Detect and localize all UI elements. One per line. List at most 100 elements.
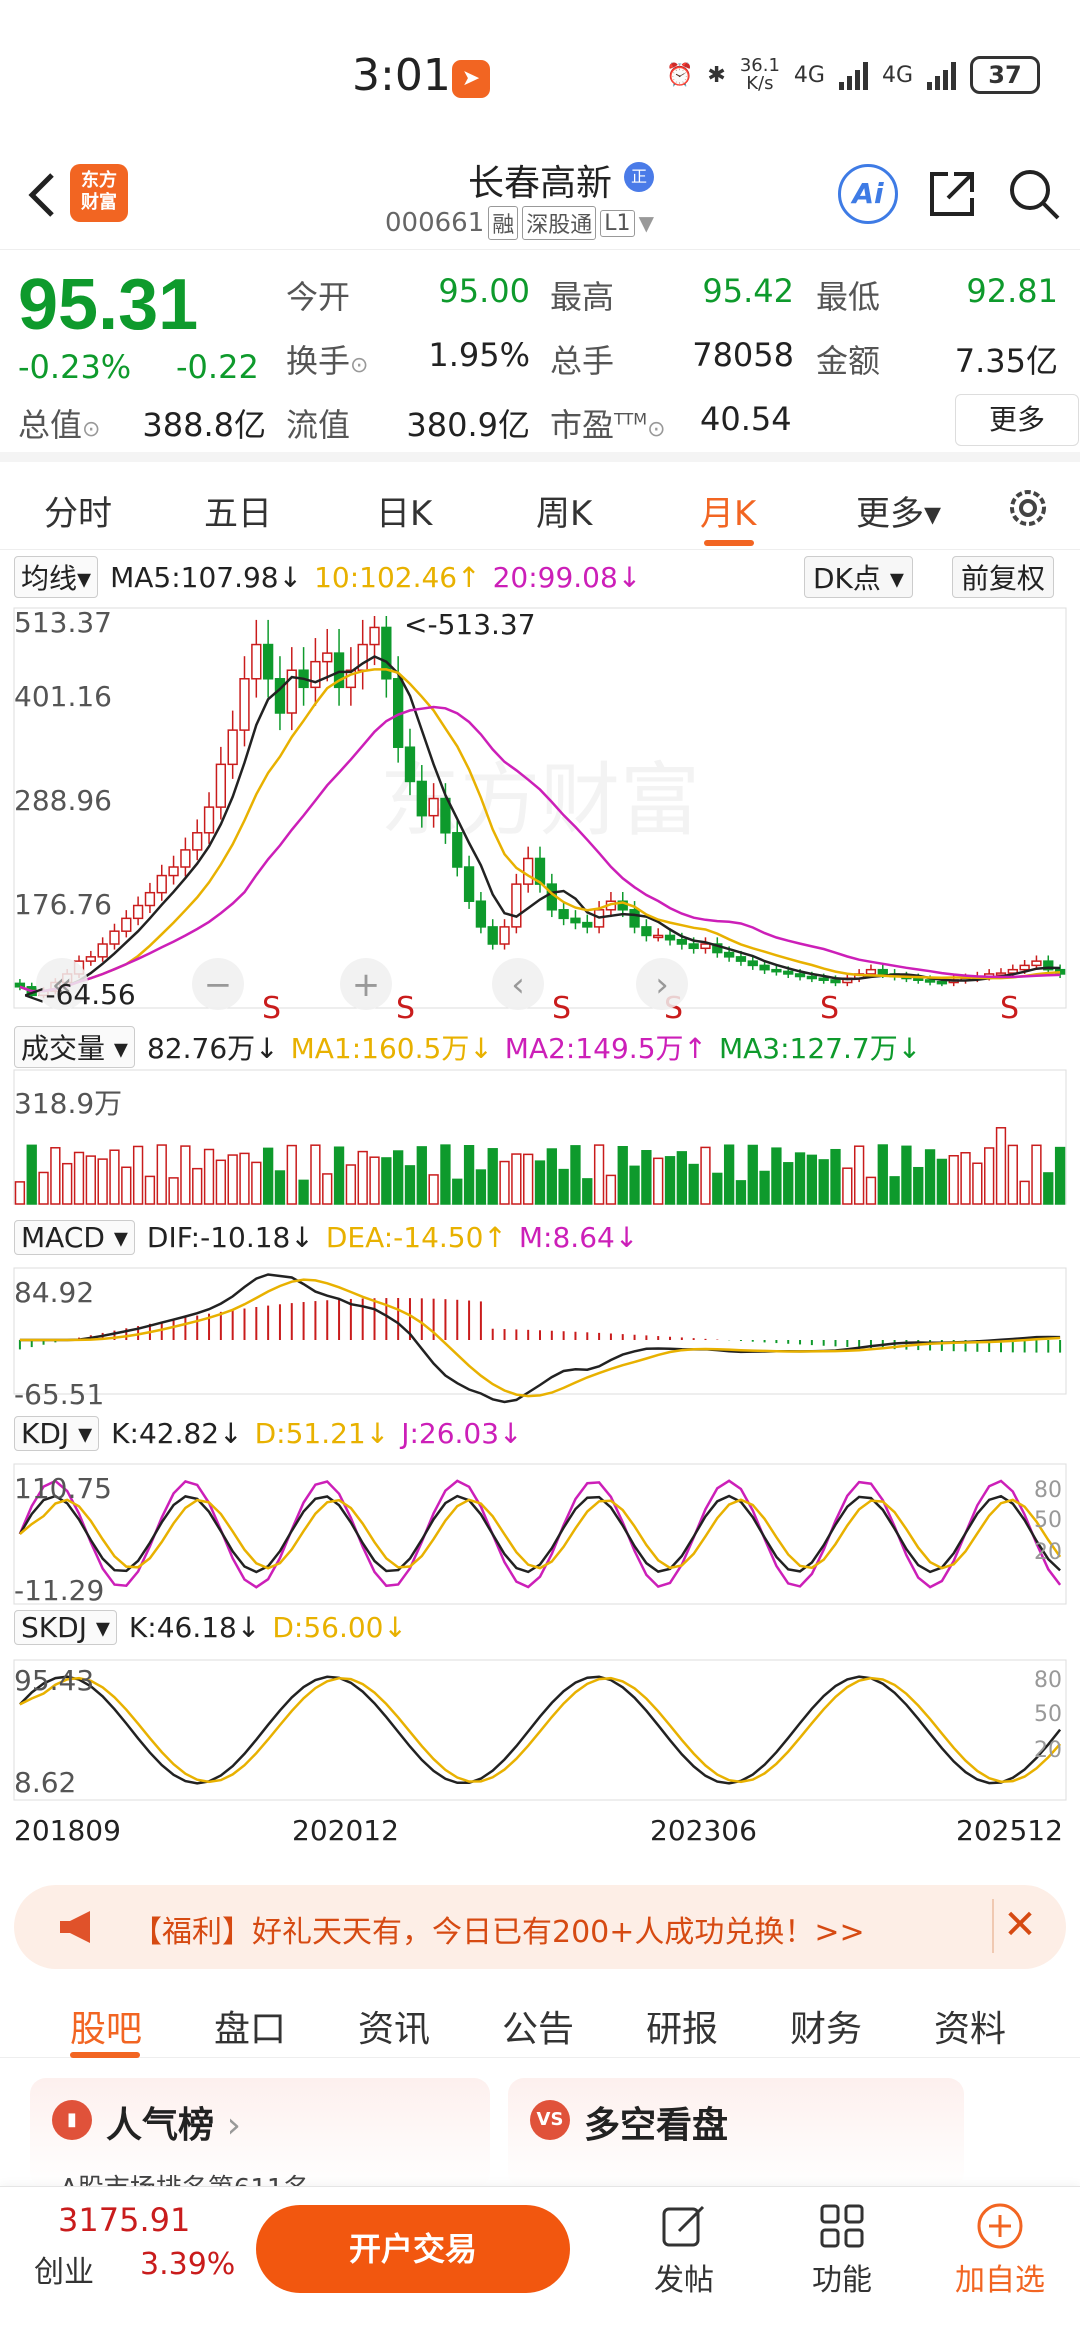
prev-icon-bg[interactable] bbox=[492, 958, 544, 1010]
volume-bar bbox=[168, 1177, 179, 1205]
tab-monthly-k[interactable]: 月K bbox=[700, 494, 757, 534]
ma-legend: 均线▾ MA5:107.98↓ 10:102.46↑ 20:99.08↓ bbox=[14, 556, 641, 598]
signal-bars-1-icon bbox=[838, 60, 868, 90]
macd-dif-line bbox=[19, 1273, 1061, 1404]
adjust-button[interactable]: 前复权 bbox=[952, 556, 1055, 598]
tab-announcements[interactable]: 公告 bbox=[502, 2009, 575, 2050]
zoom-in-icon-bg[interactable] bbox=[340, 958, 392, 1010]
tab-five-day[interactable]: 五日 bbox=[204, 494, 272, 534]
volume-bar bbox=[558, 1168, 569, 1205]
float-label: 流值 bbox=[286, 406, 351, 444]
candle-body bbox=[463, 866, 475, 902]
bull-bear-card[interactable]: VS 多空看盘 bbox=[508, 2078, 964, 2188]
tab-profile[interactable]: 资料 bbox=[934, 2009, 1007, 2050]
kdj-legend: KDJ ▾ K:42.82↓ D:51.21↓ J:26.03↓ bbox=[14, 1416, 523, 1451]
index-percent[interactable]: 3.39% bbox=[140, 2247, 236, 2282]
back-icon[interactable] bbox=[22, 170, 62, 220]
promo-text[interactable]: 【福利】好礼天天有，今日已有200+人成功兑换！>> bbox=[132, 1915, 865, 1950]
tab-pankou[interactable]: 盘口 bbox=[214, 2009, 287, 2050]
bluetooth-icon: ✱ bbox=[707, 62, 726, 88]
kdj-selector[interactable]: KDJ ▾ bbox=[14, 1416, 100, 1451]
volume-bar bbox=[523, 1153, 534, 1205]
ai-assistant-icon[interactable]: Ai bbox=[838, 164, 898, 224]
share-icon[interactable] bbox=[924, 166, 980, 222]
search-icon[interactable] bbox=[1006, 166, 1062, 222]
add-watchlist-button[interactable]: 加自选 bbox=[940, 2197, 1060, 2299]
promo-banner[interactable]: 【福利】好礼天天有，今日已有200+人成功兑换！>> ✕ bbox=[14, 1885, 1066, 1969]
more-button[interactable]: 更多 bbox=[955, 394, 1079, 446]
volume-bar bbox=[960, 1152, 971, 1205]
candle-body bbox=[653, 934, 664, 939]
open-account-button[interactable]: 开户交易 bbox=[256, 2205, 570, 2293]
volume-bar bbox=[995, 1127, 1007, 1205]
next-icon-bg[interactable] bbox=[636, 958, 688, 1010]
sell-signal-marker[interactable]: S bbox=[1000, 991, 1019, 1026]
candle-body bbox=[333, 652, 345, 689]
features-button[interactable]: 功能 bbox=[782, 2197, 902, 2299]
sell-signal-marker[interactable]: S bbox=[262, 991, 281, 1026]
tab-weekly-k[interactable]: 周K bbox=[536, 494, 593, 534]
sell-signal-marker[interactable]: S bbox=[552, 991, 571, 1026]
kline-chart[interactable]: 东方财富 S S S S S S «− + ‹ › 均线▾ MA5:107.98↓ 10:102.4… bbox=[0, 552, 1080, 1872]
kdj-right-tick-80: 80 bbox=[1034, 1478, 1062, 1503]
zoom-in-icon[interactable]: + bbox=[352, 965, 381, 1005]
kdj-tick-bottom: -11.29 bbox=[14, 1574, 105, 1607]
tag-level[interactable]: L1 bbox=[600, 209, 635, 237]
zoom-out-icon[interactable]: − bbox=[204, 965, 233, 1005]
gear-icon[interactable] bbox=[1004, 484, 1052, 532]
sell-signal-marker[interactable]: S bbox=[820, 991, 839, 1026]
prev-icon[interactable]: ‹ bbox=[511, 965, 525, 1005]
status-time: 3:01 bbox=[352, 50, 451, 101]
index-value[interactable]: 3175.91 bbox=[58, 2201, 191, 2239]
tab-intraday[interactable]: 分时 bbox=[44, 494, 112, 534]
close-icon[interactable]: ✕ bbox=[992, 1899, 1046, 1953]
tab-more[interactable]: 更多▾ bbox=[856, 494, 942, 534]
post-button[interactable]: 发帖 bbox=[624, 2197, 744, 2299]
skdj-selector[interactable]: SKDJ ▾ bbox=[14, 1610, 117, 1645]
pe-value: 40.54 bbox=[700, 400, 792, 438]
info-icon[interactable]: ⊙ bbox=[350, 353, 369, 378]
tab-finance[interactable]: 财务 bbox=[790, 2009, 863, 2050]
last-price: 95.31 bbox=[18, 265, 199, 345]
app-logo: 东方 财富 bbox=[70, 164, 128, 222]
candle-body bbox=[475, 900, 487, 928]
ma-selector[interactable]: 均线▾ bbox=[14, 556, 99, 598]
volume-selector[interactable]: 成交量 ▾ bbox=[14, 1026, 135, 1068]
candle-body bbox=[747, 960, 758, 967]
macd-dea-line bbox=[19, 1278, 1061, 1398]
signal-label-1: 4G bbox=[793, 62, 825, 88]
zoom-out-icon-bg[interactable] bbox=[192, 958, 244, 1010]
candle-body bbox=[534, 857, 546, 885]
volume-bar bbox=[570, 1145, 581, 1205]
index-name[interactable]: 创业 bbox=[34, 2255, 94, 2290]
stock-code-row: 000661 融 深股通 L1 ▼ bbox=[385, 206, 654, 240]
tab-daily-k[interactable]: 日K bbox=[376, 494, 433, 534]
scroll-left-icon[interactable]: « bbox=[52, 965, 73, 1005]
macd-selector[interactable]: MACD ▾ bbox=[14, 1220, 135, 1255]
price-tick-2: 401.16 bbox=[14, 680, 112, 713]
info-icon[interactable]: ⊙ bbox=[647, 417, 666, 442]
tab-guba[interactable]: 股吧 bbox=[70, 2009, 143, 2050]
volume-bar bbox=[156, 1144, 167, 1205]
info-icon[interactable]: ⊙ bbox=[82, 417, 101, 442]
scroll-left-icon-bg[interactable] bbox=[36, 958, 88, 1010]
skdj-k: K:46.18↓ bbox=[128, 1611, 261, 1644]
candle-body bbox=[239, 678, 250, 731]
popularity-card[interactable]: ▮ 人气榜 › A股市场排名第611名 bbox=[30, 2078, 490, 2204]
tab-news[interactable]: 资讯 bbox=[358, 2009, 431, 2050]
kdj-right-tick-20: 20 bbox=[1034, 1540, 1062, 1565]
stock-code: 000661 bbox=[385, 208, 485, 238]
volume-bar bbox=[735, 1180, 747, 1205]
chevron-down-icon[interactable]: ▼ bbox=[638, 211, 654, 235]
tab-research[interactable]: 研报 bbox=[646, 2009, 719, 2050]
volume-bar bbox=[62, 1162, 73, 1205]
sell-signal-marker[interactable]: S bbox=[396, 991, 415, 1026]
next-icon[interactable]: › bbox=[655, 965, 669, 1005]
volume-bar bbox=[286, 1144, 297, 1205]
candle-body bbox=[1019, 964, 1030, 971]
dk-points-button[interactable]: DK点 ▾ bbox=[804, 556, 913, 598]
volume-bar bbox=[26, 1144, 37, 1205]
candle-body bbox=[617, 900, 628, 911]
volume-bar bbox=[511, 1153, 522, 1205]
